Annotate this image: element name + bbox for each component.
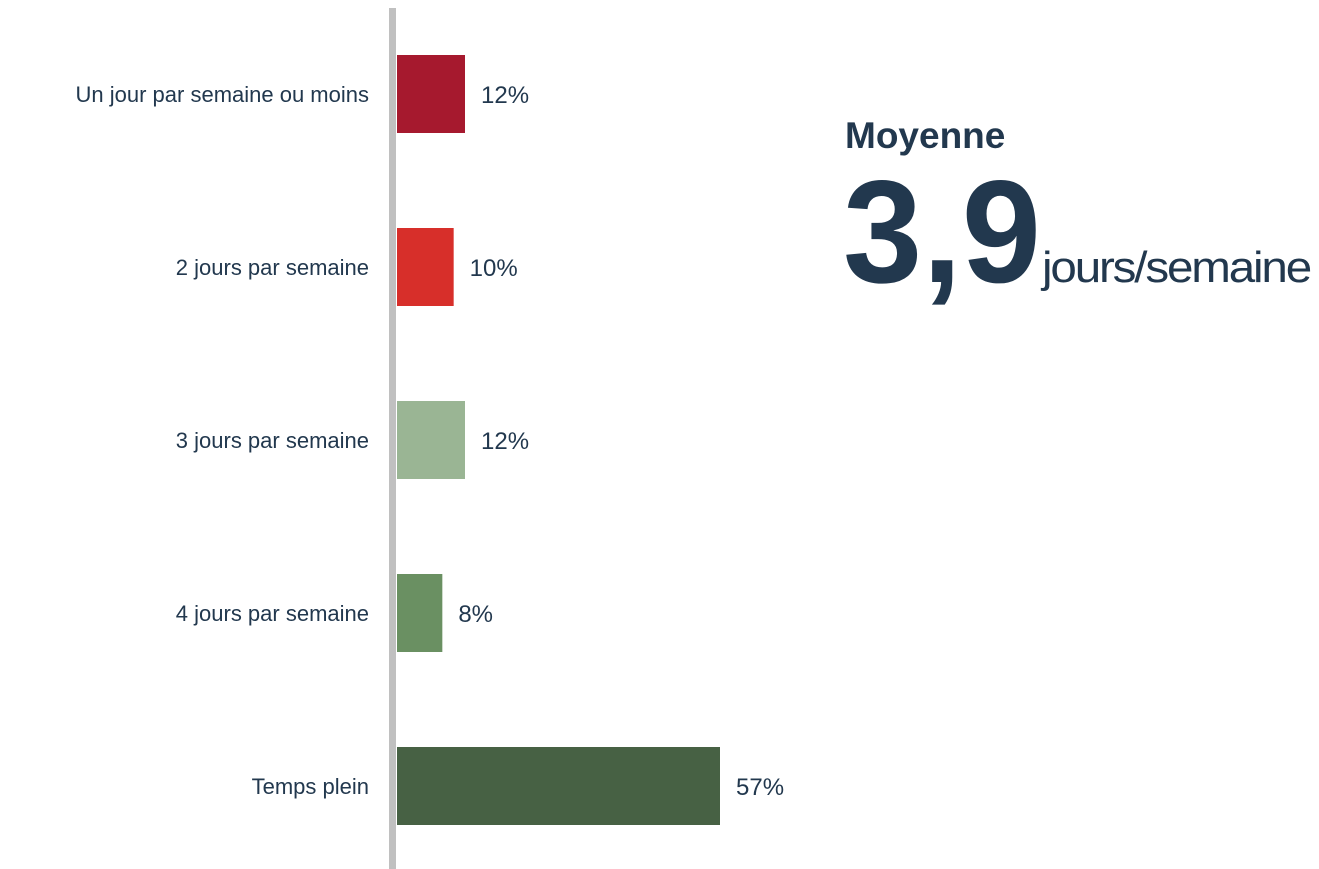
value-label: 8% bbox=[458, 601, 493, 628]
annotation-unit: jours/semaine bbox=[1040, 243, 1311, 292]
annotation-value: 3,9 bbox=[843, 150, 1041, 313]
value-label: 12% bbox=[481, 82, 529, 109]
value-label: 10% bbox=[470, 255, 518, 282]
value-label: 57% bbox=[736, 774, 784, 801]
category-label: 4 jours par semaine bbox=[176, 601, 369, 626]
annotation-title: Moyenne bbox=[845, 115, 1005, 156]
category-label: Un jour par semaine ou moins bbox=[76, 82, 369, 107]
category-label: 3 jours par semaine bbox=[176, 428, 369, 453]
bar bbox=[397, 55, 465, 133]
category-label: Temps plein bbox=[252, 774, 369, 799]
axis-line bbox=[389, 8, 396, 869]
bar bbox=[397, 747, 720, 825]
bar bbox=[397, 574, 443, 652]
value-label: 12% bbox=[481, 428, 529, 455]
bar bbox=[397, 401, 465, 479]
category-label: 2 jours par semaine bbox=[176, 255, 369, 280]
bar bbox=[397, 228, 454, 306]
